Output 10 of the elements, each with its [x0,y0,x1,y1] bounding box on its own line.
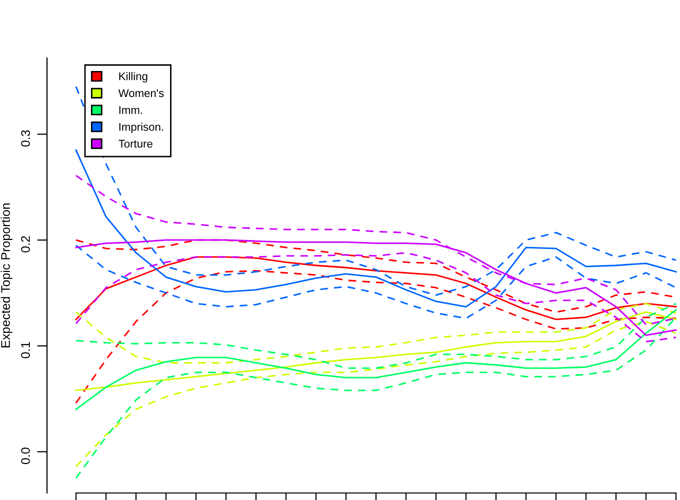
legend-label: Killing [119,72,148,82]
legend-label: Women's [118,89,164,98]
legend-label: Imm. [119,106,142,114]
y-axis-title: Expected Topic Proportion [0,203,12,348]
y-tick-label: 0.0 [21,448,30,464]
legend-label: Imprison. [119,122,164,133]
legend-label: Torture [118,140,152,148]
y-tick-label: 0.2 [21,236,30,252]
y-tick-label: 0.3 [21,130,30,147]
y-tick-label: 0.1 [21,342,30,358]
